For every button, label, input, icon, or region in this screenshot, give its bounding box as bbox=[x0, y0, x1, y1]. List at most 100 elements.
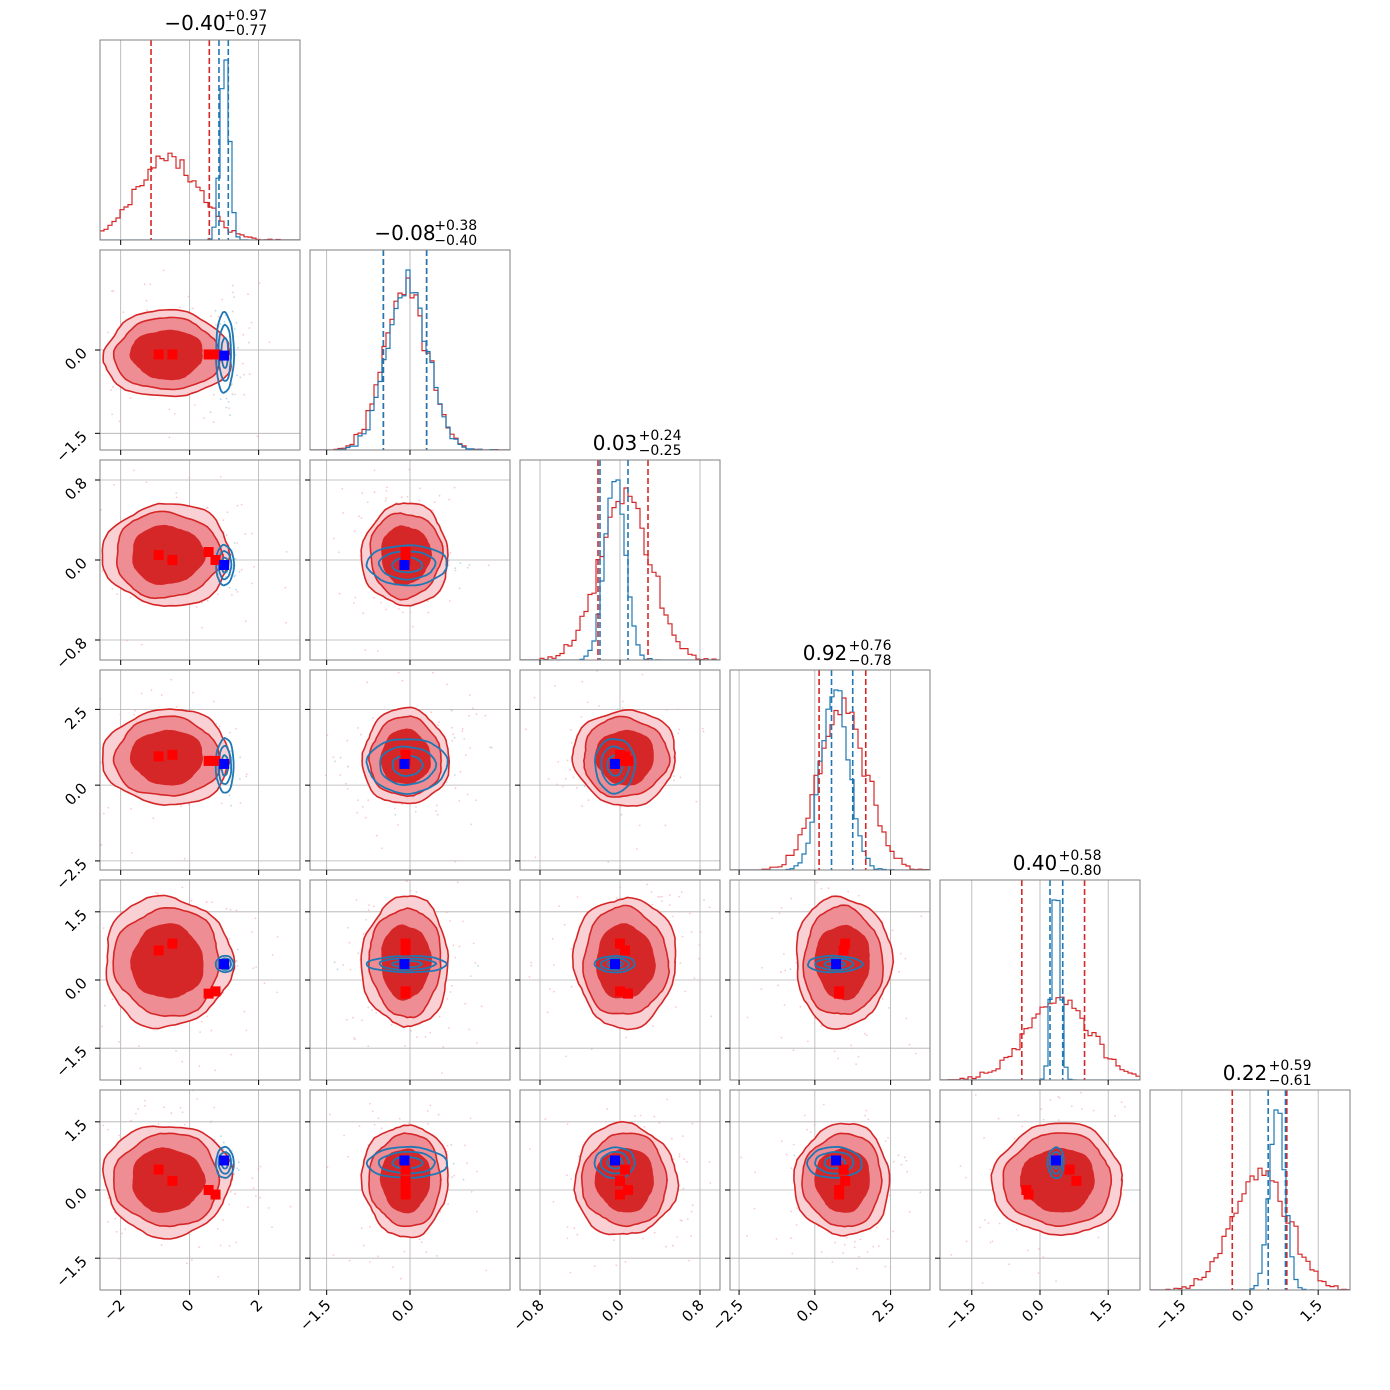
sample-point bbox=[377, 1117, 380, 1120]
sample-point bbox=[146, 633, 148, 635]
sample-point bbox=[107, 1197, 110, 1199]
sample-point bbox=[978, 1226, 981, 1229]
sample-point bbox=[671, 915, 674, 918]
sample-point bbox=[613, 1239, 615, 1242]
sample-point bbox=[244, 533, 247, 535]
x-tick-label: 2 bbox=[247, 1296, 266, 1315]
sample-point bbox=[367, 456, 369, 458]
x-tick-label: 0.0 bbox=[598, 1296, 628, 1326]
sample-point bbox=[439, 1210, 442, 1213]
sample-point bbox=[530, 964, 533, 967]
sample-point bbox=[1042, 1256, 1045, 1259]
sample-point bbox=[469, 1117, 472, 1120]
x-tick-label: −1.5 bbox=[941, 1296, 979, 1334]
blue-marker bbox=[399, 560, 410, 570]
sample-point bbox=[209, 411, 212, 414]
sample-point bbox=[349, 968, 352, 971]
histogram-series-red bbox=[940, 996, 1140, 1080]
param-title-lower-4: −0.80 bbox=[1059, 863, 1102, 879]
sample-point bbox=[149, 283, 152, 286]
sample-point bbox=[229, 731, 231, 734]
sample-point bbox=[233, 1173, 236, 1176]
sample-point bbox=[219, 1244, 222, 1247]
red-marker bbox=[834, 1189, 845, 1200]
sample-point bbox=[470, 1191, 473, 1193]
sample-point bbox=[429, 1031, 432, 1034]
sample-point bbox=[130, 1119, 132, 1122]
sample-point bbox=[409, 890, 412, 892]
sample-point bbox=[373, 469, 376, 472]
sample-point bbox=[427, 611, 430, 614]
sample-point bbox=[239, 778, 241, 780]
sample-point bbox=[418, 499, 421, 502]
sample-point bbox=[112, 386, 114, 389]
sample-point bbox=[855, 1063, 857, 1066]
sample-point bbox=[362, 612, 365, 615]
blue-marker bbox=[1050, 1155, 1061, 1166]
sample-point bbox=[448, 498, 451, 501]
sample-point bbox=[863, 1032, 866, 1035]
sample-point bbox=[339, 774, 342, 776]
sample-point bbox=[1124, 1105, 1126, 1108]
sample-point bbox=[573, 1227, 576, 1229]
sample-point bbox=[740, 1156, 743, 1159]
blue-marker bbox=[399, 758, 410, 769]
sample-point bbox=[224, 575, 227, 578]
sample-point bbox=[950, 1254, 953, 1256]
sample-point bbox=[358, 1125, 361, 1127]
sample-point bbox=[241, 362, 244, 365]
sample-point bbox=[468, 564, 471, 566]
sample-point bbox=[228, 1203, 231, 1206]
sample-point bbox=[107, 331, 110, 334]
sample-point bbox=[526, 1176, 528, 1178]
blue-marker bbox=[219, 560, 230, 570]
sample-point bbox=[361, 1019, 363, 1022]
x-tick-label: 0 bbox=[178, 1296, 197, 1315]
sample-point bbox=[587, 799, 590, 802]
sample-point bbox=[906, 1170, 909, 1173]
sample-point bbox=[129, 596, 132, 599]
red-marker bbox=[840, 1175, 851, 1186]
blue-marker bbox=[219, 350, 230, 361]
sample-point bbox=[337, 551, 340, 554]
sample-point bbox=[1013, 1137, 1016, 1140]
sample-point bbox=[851, 1047, 854, 1050]
sample-point bbox=[84, 550, 86, 552]
sample-point bbox=[348, 1259, 351, 1262]
sample-point bbox=[226, 571, 229, 574]
sample-point bbox=[881, 997, 884, 1000]
sample-point bbox=[446, 998, 449, 1000]
y-tick-label: 1.5 bbox=[61, 1116, 91, 1146]
sample-point bbox=[650, 1312, 652, 1314]
sample-point bbox=[376, 650, 379, 652]
sample-point bbox=[453, 1174, 456, 1177]
sample-point bbox=[58, 948, 60, 950]
blue-contour-level-1 bbox=[377, 550, 437, 581]
sample-point bbox=[665, 709, 668, 711]
sample-point bbox=[284, 586, 287, 589]
sample-point bbox=[420, 1241, 423, 1244]
sample-point bbox=[118, 420, 121, 423]
sample-point bbox=[255, 966, 257, 968]
sample-point bbox=[352, 1016, 354, 1019]
sample-point bbox=[211, 901, 213, 904]
sample-point bbox=[454, 860, 457, 863]
blue-marker bbox=[831, 1155, 842, 1166]
sample-point bbox=[342, 512, 345, 514]
sample-point bbox=[915, 1186, 917, 1188]
sample-point bbox=[54, 559, 56, 561]
red-marker bbox=[167, 749, 178, 760]
sample-point bbox=[366, 501, 369, 504]
sample-point bbox=[215, 324, 217, 326]
sample-point bbox=[681, 1135, 684, 1137]
sample-point bbox=[1042, 1118, 1045, 1121]
histogram-panel-5 bbox=[1150, 1090, 1350, 1290]
sample-point bbox=[892, 1160, 895, 1163]
x-tick-label: −2.5 bbox=[708, 1296, 746, 1334]
sample-point bbox=[438, 494, 441, 497]
sample-point bbox=[219, 323, 222, 326]
sample-point bbox=[83, 823, 85, 825]
sample-point bbox=[245, 1060, 247, 1062]
sample-point bbox=[784, 969, 787, 972]
scatter-panel-3-5 bbox=[730, 1090, 930, 1290]
